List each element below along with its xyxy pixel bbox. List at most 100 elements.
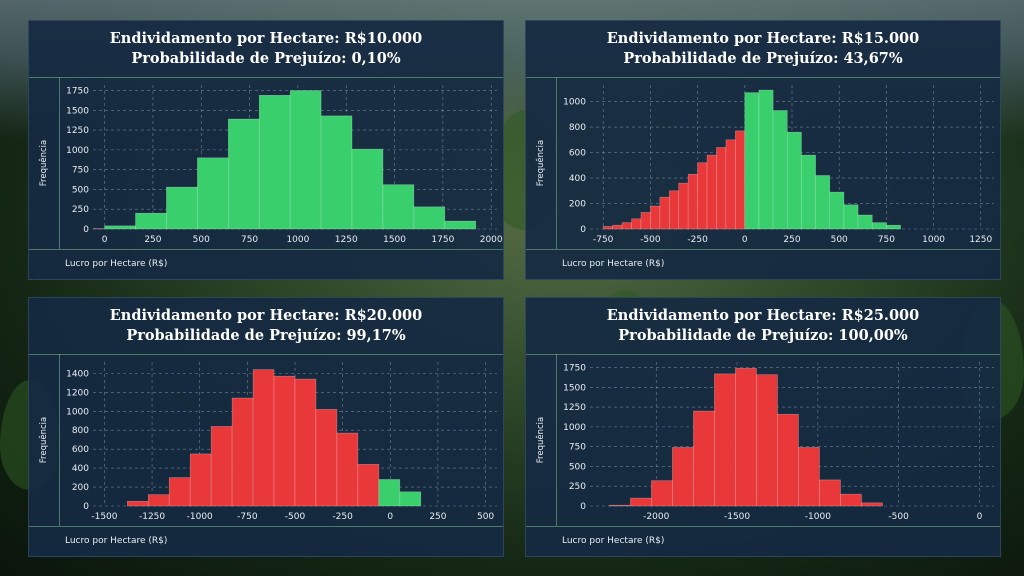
chart-title: Endividamento por Hectare: R$10.000 Prob… [29,21,503,78]
y-tick-label: 200 [569,200,586,210]
histogram-bar [197,157,229,230]
histogram-bar [693,410,715,507]
x-tick-label: -500 [640,235,661,245]
chart-panel-25000: Endividamento por Hectare: R$25.000 Prob… [525,297,1001,557]
y-axis-label: Frequência [536,139,546,187]
histogram-bar [104,225,136,230]
plot-area: 0 250 500 750 1000 1250 1500 1750 2000 0 250 500 750… [59,77,503,249]
histogram-bar [320,115,353,230]
y-axis-label-cell: Frequência [29,77,60,249]
y-tick-label: 800 [569,123,586,133]
y-tick-label: 1400 [66,369,89,379]
x-tick-label: 1750 [431,235,454,245]
x-tick-label: 1000 [286,235,309,245]
x-tick-label: -250 [687,235,708,245]
y-axis-label-cell: Frequência [526,77,557,249]
y-tick-label: 750 [72,166,89,176]
y-axis-label: Frequência [536,416,546,464]
histogram-bar [651,480,673,507]
histogram-bar [378,479,401,507]
chart-panel-20000: Endividamento por Hectare: R$20.000 Prob… [28,297,504,557]
chart-title-loss-probability: Probabilidade de Prejuízo: 99,17% [126,327,406,344]
x-tick-label: 750 [878,235,895,245]
histogram-chart: -2000 -1500 -1000 -500 0 0 250 500 750 1000 1250 15… [563,362,994,522]
histogram-bar [735,130,746,230]
histogram-bar [612,224,623,230]
histogram-chart: -750 -500 -250 0 250 500 750 1000 1250 0 200 400 600… [563,85,994,245]
plot-area: -2000 -1500 -1000 -500 0 0 250 500 750 1000 1250 15… [556,354,1000,526]
x-tick-label: -500 [285,512,306,522]
x-tick-label: 1250 [969,235,992,245]
histogram-bar [798,447,820,507]
histogram-bar [210,426,233,507]
histogram-bar [678,182,689,230]
y-tick-label: 1250 [66,126,89,136]
histogram-bar [357,464,380,507]
chart-panel-10000: Endividamento por Hectare: R$10.000 Prob… [28,20,504,280]
histogram-bar [756,374,778,507]
histogram-bar [630,497,652,507]
y-tick-label: 1750 [563,364,586,374]
x-tick-label: -1500 [724,512,750,522]
x-tick-label: 2000 [480,235,503,245]
y-axis-label: Frequência [39,139,49,187]
histogram-bar [777,413,799,507]
histogram-bar [758,89,774,230]
histogram-bar [843,204,859,230]
histogram-bar [706,154,717,230]
chart-title-debt: Endividamento por Hectare: R$15.000 [606,30,920,47]
histogram-bar [228,118,260,230]
histogram-bar [189,453,212,507]
plot-area: -1500 -1250 -1000 -750 -500 -250 0 250 500 0 200 40… [59,354,503,526]
histogram-bar [621,222,632,230]
x-tick-label: 500 [477,512,494,522]
x-tick-label: 1000 [922,235,945,245]
y-tick-label: 750 [569,443,586,453]
x-axis-label: Lucro por Hectare (R$) [65,536,168,546]
x-tick-label: 0 [102,235,108,245]
histogram-bar [336,432,359,507]
histogram-bar [697,162,708,230]
y-axis-label: Frequência [39,416,49,464]
y-axis-label-cell: Frequência [29,354,60,526]
histogram-bar [815,175,831,230]
histogram-bar [602,226,613,230]
x-tick-label: 500 [193,235,210,245]
chart-title-loss-probability: Probabilidade de Prejuízo: 43,67% [623,50,903,67]
histogram-bar [650,205,661,230]
histogram-bar [273,375,296,507]
y-tick-label: 0 [83,225,89,235]
x-tick-label: -1500 [91,512,117,522]
y-tick-label: 1000 [66,407,89,417]
x-tick-label: 500 [831,235,848,245]
y-tick-label: 1250 [563,403,586,413]
y-tick-label: 1000 [563,98,586,108]
plot-area: -750 -500 -250 0 250 500 750 1000 1250 0 200 400 600… [556,77,1000,249]
y-tick-label: 1500 [563,383,586,393]
histogram-bar [725,139,736,230]
histogram-bar [668,190,680,230]
x-tick-label: 1500 [383,235,406,245]
y-tick-label: 600 [72,445,89,455]
histogram-bar [744,92,760,230]
histogram-bar [252,369,275,507]
chart-title: Endividamento por Hectare: R$15.000 Prob… [526,21,1000,78]
y-tick-label: 200 [72,483,89,493]
x-tick-label: -1000 [187,512,213,522]
y-tick-label: 250 [569,482,586,492]
histogram-bar [857,214,873,230]
x-tick-label: 0 [387,512,393,522]
x-tick-label: -2000 [643,512,669,522]
histogram-bar [231,397,254,507]
histogram-bar [772,110,788,230]
chart-title-debt: Endividamento por Hectare: R$10.000 [109,30,423,47]
histogram-bar [147,494,170,507]
x-axis-label: Lucro por Hectare (R$) [562,536,665,546]
y-tick-label: 1000 [563,423,586,433]
x-tick-label: 750 [241,235,258,245]
histogram-bar [672,447,694,507]
chart-title: Endividamento por Hectare: R$20.000 Prob… [29,298,503,355]
x-axis-label: Lucro por Hectare (R$) [65,259,168,269]
y-tick-label: 500 [72,185,89,195]
y-tick-label: 0 [580,502,586,512]
